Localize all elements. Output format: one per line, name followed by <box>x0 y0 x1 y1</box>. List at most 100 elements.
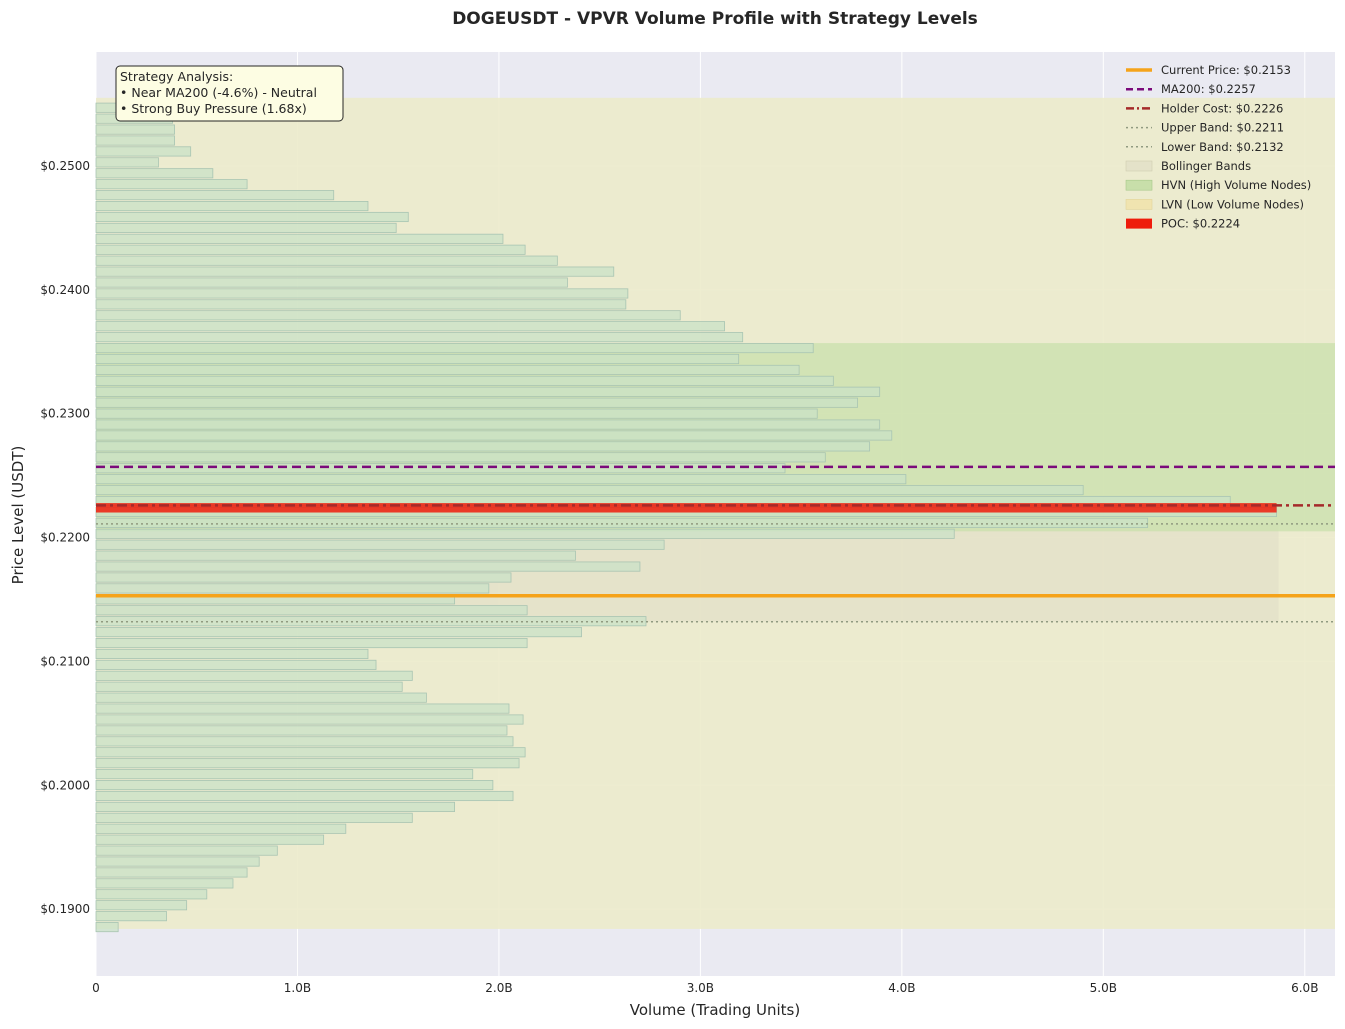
volume-bar <box>95 790 514 802</box>
volume-bar <box>95 550 576 561</box>
strategy-annotation: Strategy Analysis:• Near MA200 (-4.6%) -… <box>115 65 344 122</box>
legend-swatch-lvn <box>1125 199 1153 210</box>
volume-bar <box>95 474 907 485</box>
volume-bar <box>95 168 214 179</box>
x-tick-label: 2.0B <box>485 981 512 995</box>
volume-bar <box>95 266 615 277</box>
volume-bar <box>95 572 512 583</box>
volume-bar <box>95 124 175 135</box>
chart-title: DOGEUSDT - VPVR Volume Profile with Stra… <box>452 9 978 29</box>
y-tick-label: $0.2100 <box>40 654 90 668</box>
volume-bar <box>95 255 558 266</box>
annotation-box <box>115 65 344 122</box>
volume-bar <box>95 157 159 168</box>
volume-bar <box>95 583 490 594</box>
poc-bar <box>96 503 1277 513</box>
legend-label: Holder Cost: $0.2226 <box>1161 101 1283 115</box>
volume-bar <box>95 670 413 681</box>
volume-bar <box>95 648 369 660</box>
volume-bar <box>95 485 1084 496</box>
volume-bar <box>95 277 568 288</box>
volume-bar <box>95 561 641 572</box>
legend-label: HVN (High Volume Nodes) <box>1161 178 1311 192</box>
volume-bar <box>95 856 260 867</box>
volume-bar <box>95 419 881 430</box>
volume-bar <box>95 659 377 670</box>
volume-bar <box>95 452 826 463</box>
volume-bar <box>95 222 397 233</box>
volume-bar <box>95 288 629 299</box>
volume-bar <box>95 146 192 157</box>
x-tick-label: 4.0B <box>888 981 915 995</box>
volume-bar <box>95 408 818 419</box>
volume-bar <box>95 627 582 638</box>
volume-bar <box>95 812 413 823</box>
volume-bar <box>95 321 725 332</box>
legend-label: LVN (Low Volume Nodes) <box>1161 197 1304 211</box>
volume-bar <box>95 190 335 201</box>
volume-bar <box>95 539 665 550</box>
volume-bar <box>95 430 893 441</box>
volume-bar <box>95 605 528 616</box>
legend-label: POC: $0.2224 <box>1161 217 1240 231</box>
volume-bar <box>95 780 494 791</box>
volume-bar <box>95 692 427 703</box>
volume-bar <box>95 637 528 649</box>
y-tick-label: $0.2300 <box>40 407 90 421</box>
legend-swatch-hvn <box>1125 179 1153 191</box>
volume-bar <box>95 528 955 539</box>
annotation-line: • Near MA200 (-4.6%) - Neutral <box>120 85 317 100</box>
x-tick-label: 1.0B <box>284 981 311 995</box>
volume-bar <box>95 441 871 452</box>
y-tick-label: $0.1900 <box>40 902 90 916</box>
volume-bar <box>95 867 248 878</box>
volume-bar <box>95 878 234 889</box>
legend-swatch-bollinger <box>1125 160 1153 172</box>
volume-bar <box>95 616 647 627</box>
volume-bar <box>95 747 526 758</box>
legend-label: Bollinger Bands <box>1161 159 1251 173</box>
legend-label: MA200: $0.2257 <box>1161 82 1256 96</box>
legend-label: Current Price: $0.2153 <box>1161 63 1291 77</box>
volume-bar <box>95 703 510 714</box>
volume-bar <box>95 353 740 365</box>
annotation-line: Strategy Analysis: <box>120 69 233 84</box>
volume-bar <box>95 834 325 845</box>
volume-bar <box>95 233 504 244</box>
volume-bar <box>95 922 119 933</box>
volume-bar <box>95 769 474 780</box>
volume-bar <box>95 211 409 223</box>
legend: Current Price: $0.2153 MA200: $0.2257 Hold… <box>1125 63 1311 231</box>
volume-bar <box>95 900 188 911</box>
volume-bar <box>95 517 1149 528</box>
volume-bar <box>95 201 369 212</box>
volume-bar <box>95 332 744 343</box>
volume-bar <box>95 823 347 834</box>
volume-bar <box>95 725 508 736</box>
volume-bar <box>95 681 403 692</box>
y-tick-label: $0.2500 <box>40 159 90 173</box>
legend-label: Upper Band: $0.2211 <box>1161 121 1284 135</box>
x-tick-label: 6.0B <box>1291 981 1318 995</box>
volume-bar <box>95 364 800 375</box>
x-tick-label: 5.0B <box>1090 981 1117 995</box>
volume-bar <box>95 135 175 146</box>
volume-bar <box>95 397 858 408</box>
y-tick-label: $0.2400 <box>40 283 90 297</box>
volume-bar <box>95 758 520 769</box>
volume-bar <box>95 463 786 474</box>
y-tick-label: $0.2000 <box>40 778 90 792</box>
volume-bar <box>95 343 814 354</box>
volume-bar <box>95 911 167 922</box>
volume-bar <box>95 179 248 190</box>
y-axis-label: Price Level (USDT) <box>9 446 27 585</box>
x-tick-label: 0 <box>92 981 100 995</box>
volume-bar <box>95 801 456 812</box>
legend-swatch-poc <box>1126 218 1152 229</box>
volume-bar <box>95 386 881 397</box>
volume-bar <box>95 736 514 747</box>
volume-bar <box>95 714 524 725</box>
x-axis-label: Volume (Trading Units) <box>630 1001 800 1019</box>
